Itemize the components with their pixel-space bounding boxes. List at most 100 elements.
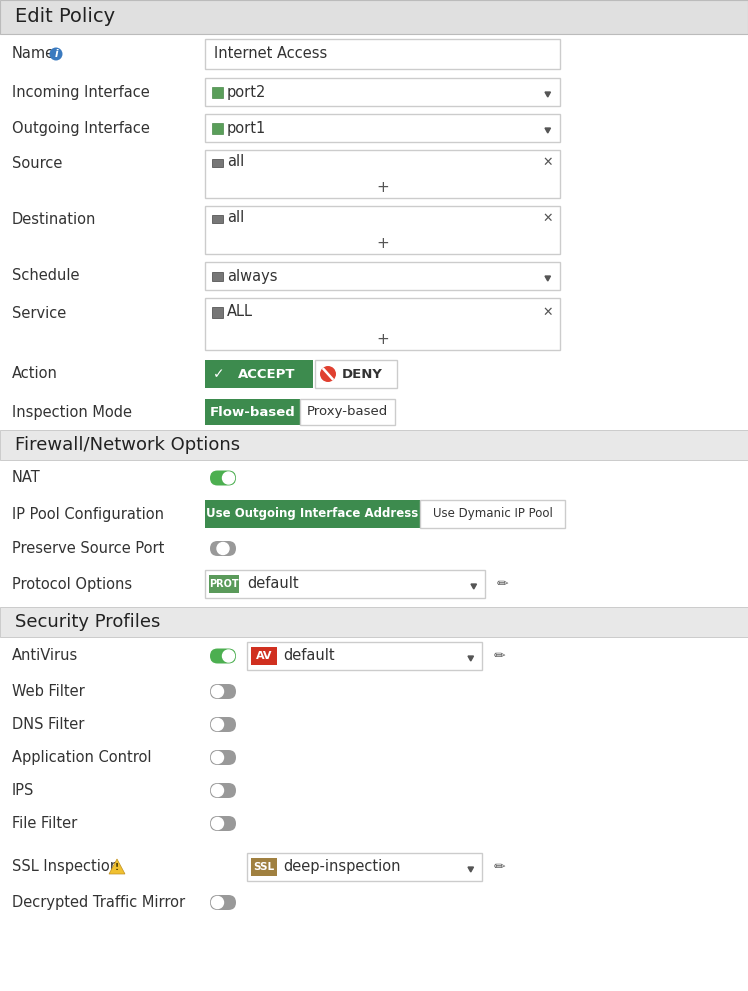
Text: port1: port1 — [227, 121, 266, 136]
Bar — [251, 858, 277, 876]
Circle shape — [49, 48, 63, 60]
Text: ✏: ✏ — [493, 860, 505, 874]
Text: Application Control: Application Control — [12, 750, 152, 765]
Text: SSL Inspection: SSL Inspection — [12, 859, 119, 874]
Bar — [247, 853, 482, 881]
Circle shape — [320, 366, 336, 382]
Bar — [300, 399, 395, 425]
Text: Use Dymanic IP Pool: Use Dymanic IP Pool — [432, 507, 553, 520]
Circle shape — [212, 718, 224, 730]
Bar — [315, 360, 397, 388]
Text: ALL: ALL — [227, 304, 253, 319]
Text: ACCEPT: ACCEPT — [239, 368, 295, 381]
Text: ✓: ✓ — [213, 367, 225, 381]
Bar — [247, 642, 482, 670]
Text: default: default — [283, 648, 334, 664]
Text: File Filter: File Filter — [12, 816, 77, 831]
Bar — [251, 647, 277, 665]
Text: ✕: ✕ — [543, 156, 554, 168]
Text: DENY: DENY — [342, 368, 382, 381]
Bar — [212, 306, 223, 317]
Bar — [205, 78, 560, 106]
Text: Outgoing Interface: Outgoing Interface — [12, 121, 150, 136]
Polygon shape — [545, 276, 551, 281]
Text: Proxy-based: Proxy-based — [307, 405, 387, 418]
Text: +: + — [376, 332, 389, 347]
FancyBboxPatch shape — [210, 648, 236, 664]
Circle shape — [212, 751, 224, 763]
Text: SSL: SSL — [254, 862, 275, 872]
Text: Use Outgoing Interface Address: Use Outgoing Interface Address — [206, 507, 419, 520]
Text: port2: port2 — [227, 84, 266, 99]
Circle shape — [212, 686, 224, 698]
Text: Schedule: Schedule — [12, 269, 79, 283]
Polygon shape — [471, 584, 476, 589]
Text: default: default — [247, 577, 298, 592]
Text: ✕: ✕ — [543, 305, 554, 318]
Text: PROT: PROT — [209, 579, 239, 589]
Bar — [205, 262, 560, 290]
Text: AV: AV — [256, 651, 272, 661]
Text: Web Filter: Web Filter — [12, 684, 85, 699]
Text: Firewall/Network Options: Firewall/Network Options — [15, 436, 240, 454]
Bar — [205, 399, 300, 425]
Text: ✏: ✏ — [493, 649, 505, 663]
Text: always: always — [227, 269, 278, 283]
Bar — [205, 150, 560, 198]
Polygon shape — [468, 656, 473, 661]
Bar — [209, 575, 239, 593]
Text: Edit Policy: Edit Policy — [15, 8, 115, 27]
Text: Source: Source — [12, 157, 62, 171]
Circle shape — [212, 818, 224, 829]
Text: all: all — [227, 210, 245, 226]
Circle shape — [212, 897, 224, 909]
Text: Service: Service — [12, 306, 67, 321]
FancyBboxPatch shape — [210, 895, 236, 910]
Text: ✕: ✕ — [543, 211, 554, 225]
Text: +: + — [376, 180, 389, 195]
FancyBboxPatch shape — [210, 471, 236, 486]
Bar — [0, 430, 748, 460]
FancyBboxPatch shape — [210, 541, 236, 556]
Polygon shape — [109, 859, 125, 874]
FancyBboxPatch shape — [210, 816, 236, 831]
Text: Incoming Interface: Incoming Interface — [12, 84, 150, 99]
Bar — [0, 607, 748, 637]
Bar — [212, 86, 223, 97]
Circle shape — [212, 785, 224, 797]
Text: +: + — [376, 237, 389, 252]
Bar — [205, 500, 420, 528]
Bar — [205, 570, 485, 598]
Text: Action: Action — [12, 367, 58, 382]
Bar — [205, 206, 560, 254]
Text: IPS: IPS — [12, 783, 34, 798]
Text: Preserve Source Port: Preserve Source Port — [12, 541, 165, 556]
Text: NAT: NAT — [12, 471, 40, 486]
Text: all: all — [227, 155, 245, 169]
Text: Decrypted Traffic Mirror: Decrypted Traffic Mirror — [12, 895, 185, 910]
Text: i: i — [55, 49, 58, 59]
Bar — [420, 500, 565, 528]
Polygon shape — [468, 867, 473, 872]
Bar — [205, 114, 560, 142]
Text: Name: Name — [12, 47, 55, 61]
Text: Destination: Destination — [12, 212, 96, 228]
Bar — [205, 360, 313, 388]
Text: DNS Filter: DNS Filter — [12, 717, 85, 732]
Text: ✏: ✏ — [496, 577, 508, 591]
Bar — [212, 159, 223, 166]
Text: IP Pool Configuration: IP Pool Configuration — [12, 506, 164, 521]
Bar — [212, 214, 223, 223]
Bar — [212, 272, 223, 280]
Bar — [0, 0, 748, 34]
Text: Inspection Mode: Inspection Mode — [12, 404, 132, 419]
Text: Flow-based: Flow-based — [209, 405, 295, 418]
Circle shape — [222, 472, 235, 484]
Text: Protocol Options: Protocol Options — [12, 577, 132, 592]
Text: deep-inspection: deep-inspection — [283, 859, 400, 874]
Bar — [205, 298, 560, 350]
Circle shape — [217, 542, 229, 555]
FancyBboxPatch shape — [210, 717, 236, 732]
Polygon shape — [545, 128, 551, 133]
FancyBboxPatch shape — [210, 750, 236, 765]
